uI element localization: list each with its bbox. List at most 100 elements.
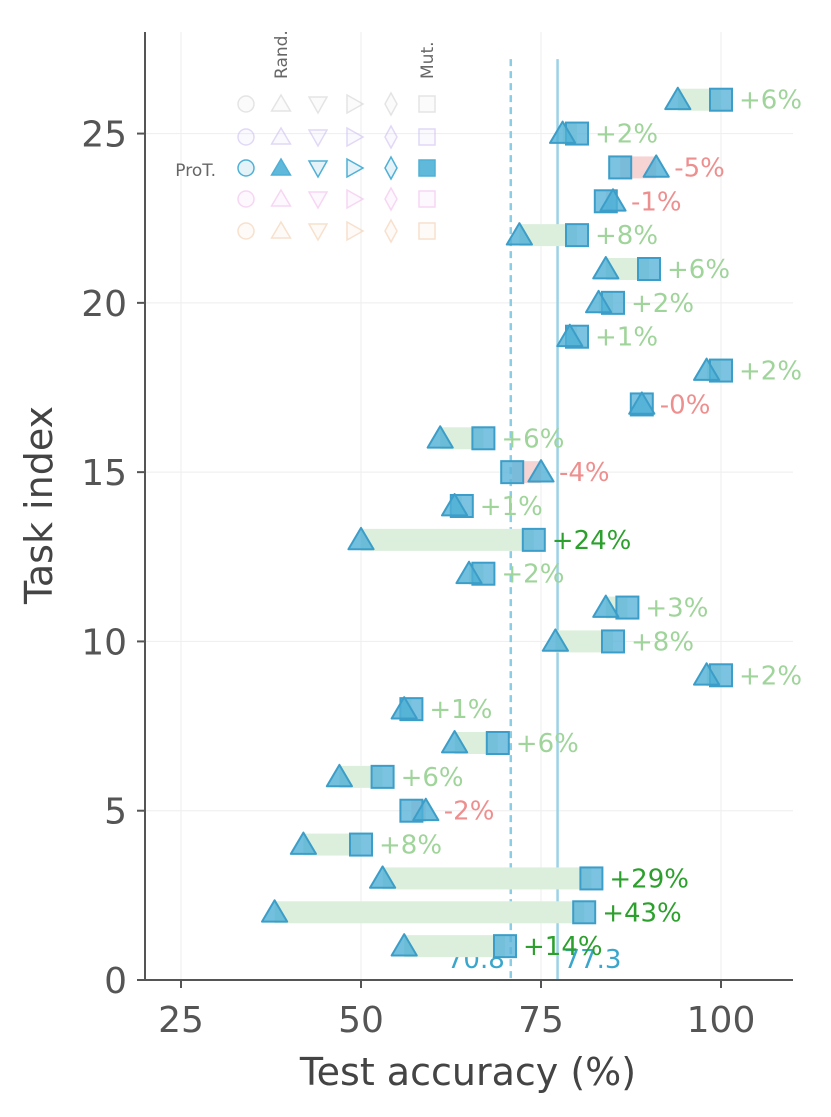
improvement-bar <box>274 901 585 924</box>
y-tick-label: 15 <box>81 453 127 494</box>
legend-right-triangle-marker <box>346 220 365 242</box>
mut-square-marker <box>637 257 661 281</box>
legend-circle-marker <box>237 159 255 177</box>
legend-right-triangle-marker <box>346 157 365 179</box>
legend-diamond-marker <box>384 155 398 181</box>
mean-label: 77.3 <box>564 945 622 975</box>
mut-square-marker <box>485 731 510 755</box>
delta-label: -1% <box>631 187 682 217</box>
delta-label: +2% <box>501 560 564 590</box>
legend-triangle-marker <box>270 188 292 207</box>
legend-diamond-marker <box>384 124 398 150</box>
mut-square-marker <box>615 595 640 620</box>
rand-triangle-marker <box>412 797 440 822</box>
legend-triangle-marker <box>270 220 292 239</box>
improvement-bar <box>404 935 505 958</box>
rand-triangle-marker <box>693 662 721 686</box>
rand-triangle-marker <box>390 933 418 957</box>
delta-label: +29% <box>609 864 689 894</box>
improvement-bars <box>274 88 721 958</box>
legend-down-triangle-marker <box>307 96 329 115</box>
rand-triangle-marker <box>556 323 584 348</box>
y-tick-label: 20 <box>81 284 127 325</box>
improvement-bar <box>303 833 361 856</box>
delta-label: +1% <box>480 492 543 522</box>
delta-label: +2% <box>739 661 802 691</box>
delta-label: +8% <box>379 831 442 861</box>
improvement-bar <box>382 867 592 890</box>
improvement-bar <box>519 224 577 247</box>
delta-label: +1% <box>595 323 658 353</box>
delta-labels: +14%+43%+29%+8%-2%+6%+6%+1%+2%+8%+3%+2%+… <box>379 86 802 962</box>
delta-label: +43% <box>602 898 682 928</box>
delta-label: +14% <box>523 932 603 962</box>
y-tick-label: 5 <box>104 792 127 833</box>
mut-square-marker <box>601 629 625 654</box>
mut-square-marker <box>349 832 373 857</box>
improvement-bar <box>361 528 534 551</box>
mut-square-marker <box>493 934 517 959</box>
legend-down-triangle-marker <box>307 223 329 242</box>
legend-diamond-marker <box>384 91 398 117</box>
y-axis-title: Task index <box>17 406 61 605</box>
legend-down-triangle-marker <box>307 129 329 148</box>
rand-triangle-marker <box>541 628 569 652</box>
delta-label: +6% <box>739 86 802 116</box>
rand-triangle-marker <box>592 594 620 618</box>
mut-square-marker <box>500 460 525 485</box>
rand-triangle-marker <box>347 526 375 551</box>
legend-diamond-marker <box>384 218 398 244</box>
delta-label: +8% <box>631 627 694 657</box>
rand-triangle-marker <box>289 831 317 855</box>
legend-row-label: ProT. <box>175 161 216 181</box>
y-tick-label: 10 <box>81 622 127 663</box>
delta-label: -0% <box>660 390 711 420</box>
rand-triangle-marker <box>441 730 469 754</box>
legend-right-triangle-marker <box>346 93 365 115</box>
y-tick-label: 0 <box>104 961 127 1002</box>
legend-column-label-rand: Rand. <box>272 30 292 79</box>
data-markers <box>261 86 733 959</box>
legend: ProT. Rand. Mut. <box>175 30 438 244</box>
legend-circle-marker <box>237 128 255 146</box>
x-tick-label: 75 <box>518 1000 564 1041</box>
axes <box>137 32 793 988</box>
rand-triangle-marker <box>585 289 613 314</box>
x-tick-label: 25 <box>158 1000 204 1041</box>
rand-triangle-marker <box>527 459 555 483</box>
legend-circle-marker <box>237 190 255 208</box>
rand-triangle-marker <box>592 256 620 280</box>
delta-label: -5% <box>674 153 725 183</box>
delta-label: +2% <box>739 357 802 387</box>
delta-label: +24% <box>552 526 632 556</box>
rand-triangle-marker <box>664 86 692 111</box>
legend-square-marker <box>418 190 436 208</box>
delta-label: +8% <box>595 221 658 251</box>
delta-label: +2% <box>631 289 694 319</box>
delta-label: +6% <box>501 424 564 454</box>
legend-diamond-marker <box>384 186 398 212</box>
x-tick-label: 100 <box>687 1000 756 1041</box>
legend-column-label-mut: Mut. <box>418 41 438 79</box>
rand-triangle-marker <box>426 425 454 449</box>
legend-triangle-marker <box>270 126 292 145</box>
mut-square-marker <box>370 764 395 789</box>
rand-triangle-marker <box>261 899 289 923</box>
mut-square-marker <box>608 155 633 180</box>
improvement-bar <box>555 630 613 653</box>
legend-down-triangle-marker <box>307 160 329 179</box>
delta-label: -2% <box>444 797 495 827</box>
rand-triangle-marker <box>369 865 397 889</box>
legend-square-marker <box>418 128 436 146</box>
delta-label: +6% <box>401 763 464 793</box>
legend-square-marker <box>418 159 436 177</box>
legend-right-triangle-marker <box>346 126 365 148</box>
x-axis-title: Test accuracy (%) <box>299 1050 636 1094</box>
rand-triangle-marker <box>455 560 483 585</box>
rand-triangle-marker <box>325 763 353 788</box>
rand-triangle-marker <box>642 154 670 178</box>
tick-labels: 25 50 75 100 0 5 10 15 20 25 <box>81 115 755 1041</box>
rand-triangle-marker <box>390 696 418 720</box>
mut-square-marker <box>565 223 589 248</box>
legend-triangle-marker <box>270 157 292 176</box>
